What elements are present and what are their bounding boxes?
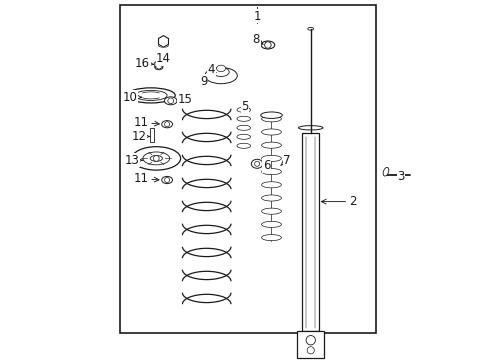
Circle shape [305, 336, 315, 345]
Ellipse shape [261, 129, 281, 135]
Text: 6: 6 [262, 159, 270, 172]
Ellipse shape [261, 41, 274, 49]
Text: 16: 16 [135, 57, 153, 70]
Ellipse shape [155, 66, 163, 70]
Ellipse shape [261, 235, 281, 241]
Circle shape [164, 177, 169, 183]
Ellipse shape [261, 208, 281, 214]
Polygon shape [154, 60, 163, 69]
Ellipse shape [260, 112, 282, 118]
Circle shape [156, 63, 161, 67]
Ellipse shape [261, 116, 281, 122]
Text: 7: 7 [280, 154, 290, 167]
Ellipse shape [142, 152, 169, 165]
Ellipse shape [132, 147, 180, 170]
Ellipse shape [383, 167, 388, 176]
Circle shape [306, 347, 314, 354]
Ellipse shape [261, 168, 281, 175]
Circle shape [167, 98, 173, 104]
Ellipse shape [162, 121, 172, 128]
Ellipse shape [251, 159, 263, 168]
Ellipse shape [216, 65, 225, 72]
Ellipse shape [204, 68, 237, 84]
Text: 15: 15 [177, 93, 192, 105]
Circle shape [264, 42, 270, 48]
Text: 9: 9 [200, 75, 207, 87]
Ellipse shape [134, 90, 167, 100]
Ellipse shape [298, 126, 322, 130]
Ellipse shape [150, 156, 162, 161]
Text: 5: 5 [241, 100, 248, 113]
Ellipse shape [261, 142, 281, 148]
Text: 11: 11 [133, 172, 159, 185]
Ellipse shape [307, 27, 313, 30]
Text: 2: 2 [321, 195, 356, 208]
Polygon shape [158, 36, 168, 47]
Circle shape [254, 161, 259, 166]
Ellipse shape [158, 43, 168, 48]
Ellipse shape [261, 221, 281, 228]
Ellipse shape [261, 195, 281, 201]
Circle shape [160, 39, 166, 44]
Bar [120, 5, 375, 333]
Ellipse shape [164, 97, 177, 105]
Ellipse shape [261, 182, 281, 188]
Ellipse shape [213, 68, 229, 77]
Ellipse shape [237, 134, 250, 139]
Text: 14: 14 [156, 52, 171, 65]
Text: 4: 4 [207, 63, 216, 76]
Bar [297, 331, 324, 358]
Text: 13: 13 [124, 154, 142, 167]
Text: 3: 3 [397, 170, 404, 183]
Ellipse shape [237, 143, 250, 148]
Ellipse shape [126, 88, 175, 103]
Circle shape [153, 156, 159, 161]
Text: 11: 11 [133, 116, 159, 129]
Text: 8: 8 [252, 33, 263, 46]
Text: 12: 12 [132, 130, 150, 143]
Bar [302, 133, 319, 331]
Text: 10: 10 [122, 91, 141, 104]
Ellipse shape [237, 116, 250, 121]
Circle shape [164, 122, 169, 127]
Ellipse shape [237, 125, 250, 130]
Ellipse shape [261, 156, 281, 161]
Bar [150, 128, 153, 142]
Ellipse shape [162, 176, 172, 184]
Text: 1: 1 [253, 10, 260, 23]
Ellipse shape [237, 107, 250, 112]
